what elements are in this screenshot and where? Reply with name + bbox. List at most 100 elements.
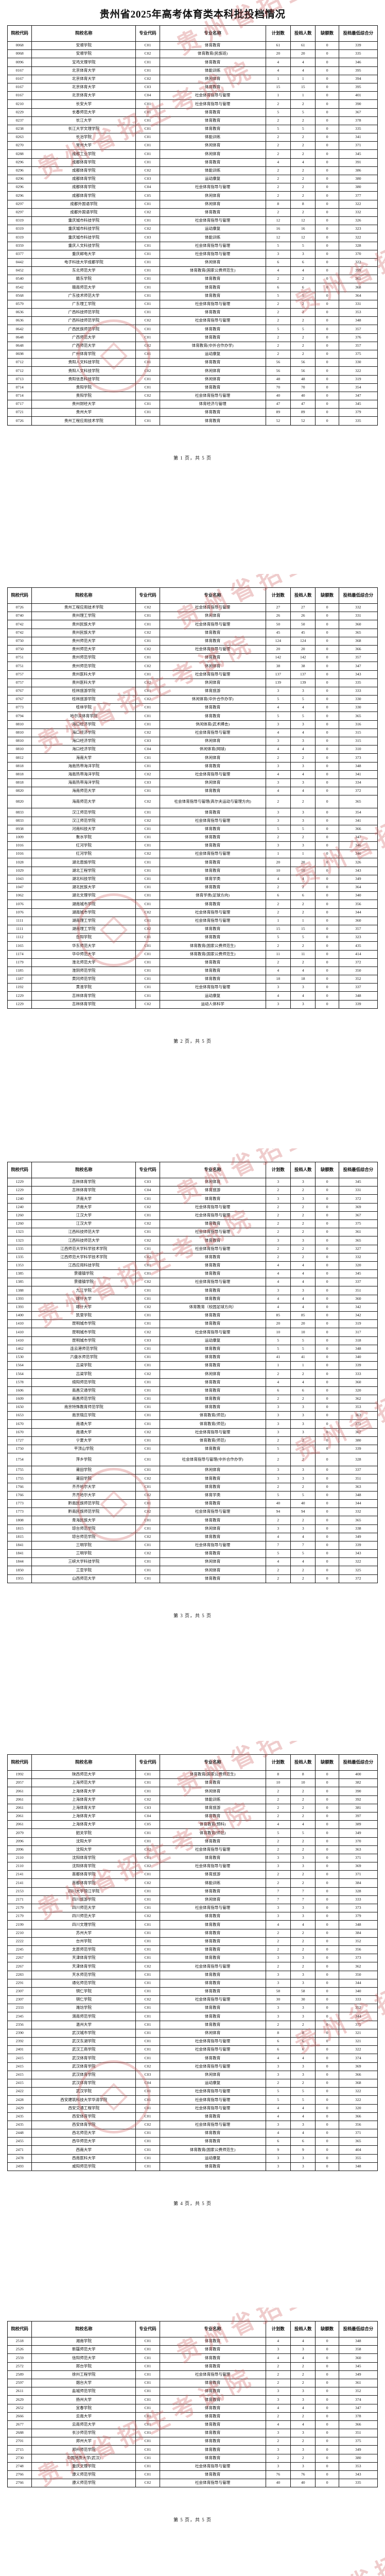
cell-min-score: 347 xyxy=(338,662,378,671)
cell-major-name: 体育旅游 xyxy=(159,1803,266,1812)
cell-shortage-count: 0 xyxy=(315,720,339,729)
cell-major-code: C02 xyxy=(135,2479,160,2488)
cell-major-code: C01 xyxy=(135,612,160,621)
table-row: 1111 湖南理工学院 C01 社会体育指导与管理 1 1 0 360 xyxy=(7,916,378,925)
cell-major-name: 体育教育 xyxy=(159,1887,266,1896)
cell-major-code: C01 xyxy=(135,1945,160,1955)
cell-major-name: 社会体育指导与管理 xyxy=(159,2045,266,2055)
cell-major-code: C02 xyxy=(135,366,160,376)
cell-school-name: 贵阳学院 xyxy=(31,383,136,392)
cell-school-code: 2245 xyxy=(7,1945,32,1955)
cell-major-name: 社会体育指导与管理 xyxy=(159,299,266,309)
cell-major-name: 体育教育 xyxy=(159,1853,266,1863)
cell-shortage-count: 0 xyxy=(315,916,339,925)
cell-school-code: 1229 xyxy=(7,1186,32,1195)
cell-plan-count: 2 xyxy=(265,1945,291,1955)
cell-plan-count: 5 xyxy=(265,124,291,134)
cell-school-code: 2110 xyxy=(7,1853,32,1863)
cell-major-name: 体育教育 xyxy=(159,383,266,392)
cell-admitted-count: 4 xyxy=(290,991,316,1001)
cell-major-name: 体育教育 xyxy=(159,975,266,984)
cell-major-name: 休闲体育(武术搏击) xyxy=(159,720,266,729)
table-row: 0810 海口经济学院 C02 社会体育指导与管理 4 4 0 315 xyxy=(7,728,378,738)
cell-major-code: C01 xyxy=(135,1524,160,1533)
table-row: 0742 贵州民族大学 C02 体育教育 45 45 0 365 xyxy=(7,628,378,637)
cell-admitted-count: 6 xyxy=(290,2137,316,2146)
cell-major-code: C01 xyxy=(135,975,160,984)
cell-school-code: 1578 xyxy=(7,1378,32,1387)
header-school-name: 院校名称 xyxy=(31,1754,136,1771)
table-row: 2171 四川旅游学院 C01 休闲体育 7 7 0 333 xyxy=(7,1895,378,1905)
cell-min-score: 361 xyxy=(338,2378,378,2388)
cell-school-code: 0810 xyxy=(7,736,32,746)
cell-admitted-count: 2 xyxy=(290,1837,316,1846)
cell-school-name: 渭南师范学院 xyxy=(31,2012,136,2021)
cell-shortage-count: 0 xyxy=(315,1837,339,1846)
cell-min-score: 339 xyxy=(338,1540,378,1550)
cell-shortage-count: 0 xyxy=(315,283,339,292)
cell-plan-count: 2 xyxy=(265,2370,291,2379)
cell-shortage-count: 0 xyxy=(315,1202,339,1212)
cell-major-name: 体育教育 xyxy=(159,1978,266,1988)
table-row: 0167 北京体育大学 C02 休闲体育 1 1 0 394 xyxy=(7,74,378,83)
cell-major-name: 体育教育（校园足球方向） xyxy=(159,1302,266,1312)
cell-major-name: 社会体育指导与管理 xyxy=(159,1228,266,1237)
table-row: 1076 湖南城市学院 C02 社会体育指导与管理 2 2 0 344 xyxy=(7,908,378,917)
cell-school-code: 1323 xyxy=(7,1228,32,1237)
cell-plan-count: 3 xyxy=(265,2445,291,2454)
cell-major-code: C01 xyxy=(135,2453,160,2463)
cell-shortage-count: 0 xyxy=(315,2087,339,2096)
cell-plan-count: 3 xyxy=(265,1403,291,1412)
table-row: 2611 盐城师范学院 C01 体育教育 3 3 0 352 xyxy=(7,2387,378,2396)
cell-min-score: 368 xyxy=(338,636,378,646)
cell-admitted-count: 2 xyxy=(290,908,316,917)
cell-school-code: 0237 xyxy=(7,116,32,125)
cell-major-name: 体育教育 xyxy=(159,2137,266,2146)
cell-major-name: 休闲体育 xyxy=(159,1369,266,1379)
cell-major-code: C02 xyxy=(135,795,160,809)
cell-admitted-count: 1 xyxy=(290,916,316,925)
cell-school-name: 贵阳人文科技学院 xyxy=(31,366,136,376)
cell-major-code: C01 xyxy=(135,158,160,167)
cell-school-name: 广东技术师范大学 xyxy=(31,291,136,300)
cell-major-code: C01 xyxy=(135,2145,160,2155)
table-row: 0726 贵州工程应用技术学院 C01 体育教育 52 52 0 335 xyxy=(7,416,378,426)
cell-school-name: 北京体育大学 xyxy=(31,82,136,92)
table-row: 0319 重庆城市科技学院 C03 体能训练 12 12 0 322 xyxy=(7,233,378,242)
cell-major-code: C01 xyxy=(135,2004,160,2013)
cell-major-name: 社会体育指导与管理 xyxy=(159,2370,266,2379)
cell-shortage-count: 0 xyxy=(315,216,339,226)
cell-major-name: 社会体育指导与管理 xyxy=(159,1202,266,1212)
table-row: 0540 赣东学院 C01 体育教育 2 2 0 361 xyxy=(7,275,378,284)
cell-min-score: 339 xyxy=(338,999,378,1009)
cell-major-name: 社会体育指导与管理 xyxy=(159,91,266,100)
cell-school-code: 2715 xyxy=(7,2445,32,2454)
cell-school-code: 1841 xyxy=(7,1549,32,1558)
cell-major-name: 休闲体育 xyxy=(159,366,266,376)
cell-school-code: 1653 xyxy=(7,1411,32,1420)
cell-school-name: 温州大学 xyxy=(31,2020,136,2029)
cell-major-code: C01 xyxy=(135,416,160,426)
cell-major-name: 体育教育 xyxy=(159,787,266,796)
cell-min-score: 360 xyxy=(338,620,378,629)
cell-major-code: C02 xyxy=(135,1252,160,1262)
cell-admitted-count: 16 xyxy=(290,225,316,234)
table-row: 2415 武汉体育学院 C02 社会体育指导与管理 3 3 0 369 xyxy=(7,2062,378,2071)
cell-school-code: 2435 xyxy=(7,2112,32,2121)
cell-major-code: C01 xyxy=(135,2154,160,2163)
table-row: 0167 北京体育大学 C03 体育教育 15 15 0 395 xyxy=(7,82,378,92)
cell-major-name: 运动康复 xyxy=(159,349,266,359)
cell-min-score: 367 xyxy=(338,108,378,117)
cell-min-score: 310 xyxy=(338,745,378,754)
table-row: 0568 广东技术师范大学 C01 体育教育 5 5 0 364 xyxy=(7,291,378,300)
cell-major-code: C01 xyxy=(135,2129,160,2138)
cell-major-code: C01 xyxy=(135,1566,160,1575)
cell-school-name: 上海体育大学 xyxy=(31,1795,136,1804)
cell-school-code: 2096 xyxy=(7,1845,32,1854)
cell-min-score: 349 xyxy=(338,874,378,884)
cell-school-name: 昆明城市学院 xyxy=(31,1328,136,1337)
cell-shortage-count: 0 xyxy=(315,1302,339,1312)
cell-admitted-count: 58 xyxy=(290,1987,316,1996)
cell-major-name: 体育教育 xyxy=(159,2412,266,2421)
header-major-name: 专业名称 xyxy=(159,1162,266,1178)
